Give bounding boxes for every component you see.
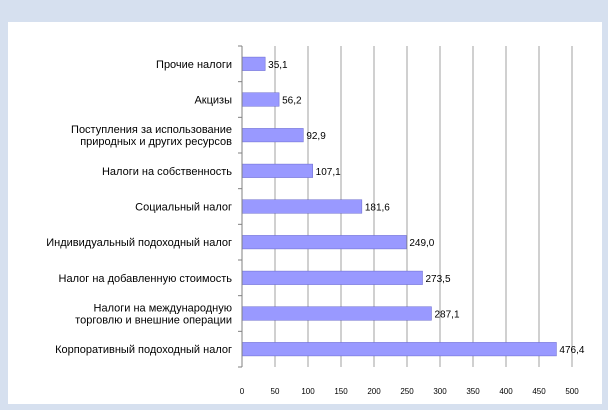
category-labels: Прочие налоги Акцизы Поступления за исполь…	[46, 59, 232, 356]
category-label: Налог на добавленную стоимость	[59, 273, 233, 285]
x-tick-label: 50	[271, 387, 280, 396]
value-label: 56,2	[282, 96, 302, 107]
category-label: Корпоративный подоходный налог	[55, 344, 232, 356]
x-tick-label: 450	[532, 387, 546, 396]
x-tick-label: 100	[301, 387, 315, 396]
bars	[241, 56, 557, 357]
value-label: 249,0	[409, 238, 434, 249]
x-tick-label: 150	[334, 387, 348, 396]
x-tick-label: 250	[400, 387, 414, 396]
bar	[241, 56, 266, 71]
value-label: 181,6	[365, 203, 390, 214]
category-label: природных и других ресурсов	[80, 136, 232, 148]
x-tick-label: 200	[367, 387, 381, 396]
value-label: 35,1	[268, 60, 288, 71]
category-label: торговлю и внешние операции	[75, 315, 232, 327]
value-label: 287,1	[434, 310, 459, 321]
bar	[241, 270, 423, 285]
category-label: Поступления за использование	[71, 124, 232, 136]
chart-frame: Прочие налоги Акцизы Поступления за исполь…	[8, 22, 602, 404]
category-label: Индивидуальный подоходный налог	[46, 237, 232, 249]
category-label: Налоги на собственность	[102, 166, 232, 178]
gridlines	[238, 45, 573, 368]
category-label: Акцизы	[194, 95, 232, 107]
bar	[241, 163, 313, 178]
bar-chart: Прочие налоги Акцизы Поступления за исполь…	[46, 45, 585, 396]
x-tick-label: 500	[565, 387, 579, 396]
x-tick-label: 0	[240, 387, 245, 396]
x-tick-label: 300	[433, 387, 447, 396]
bar	[241, 342, 557, 357]
value-label: 107,1	[316, 167, 341, 178]
value-labels: 35,1 56,2 92,9 107,1 181,6 249,0 273,5 287,1 476…	[268, 60, 585, 356]
category-label: Прочие налоги	[156, 59, 232, 71]
value-label: 476,4	[559, 345, 584, 356]
value-label: 92,9	[306, 131, 326, 142]
value-label: 273,5	[426, 274, 451, 285]
category-label: Социальный налог	[135, 202, 232, 214]
x-axis-ticks: 0 50 100 150 200 250 300 350 400 450 500	[240, 387, 579, 396]
category-label: Налоги на международную	[94, 303, 232, 315]
bar	[241, 235, 407, 250]
x-tick-label: 400	[499, 387, 513, 396]
x-tick-label: 350	[466, 387, 480, 396]
bar	[241, 199, 363, 214]
bar	[241, 306, 432, 321]
bar	[241, 92, 280, 107]
bar	[241, 128, 304, 143]
